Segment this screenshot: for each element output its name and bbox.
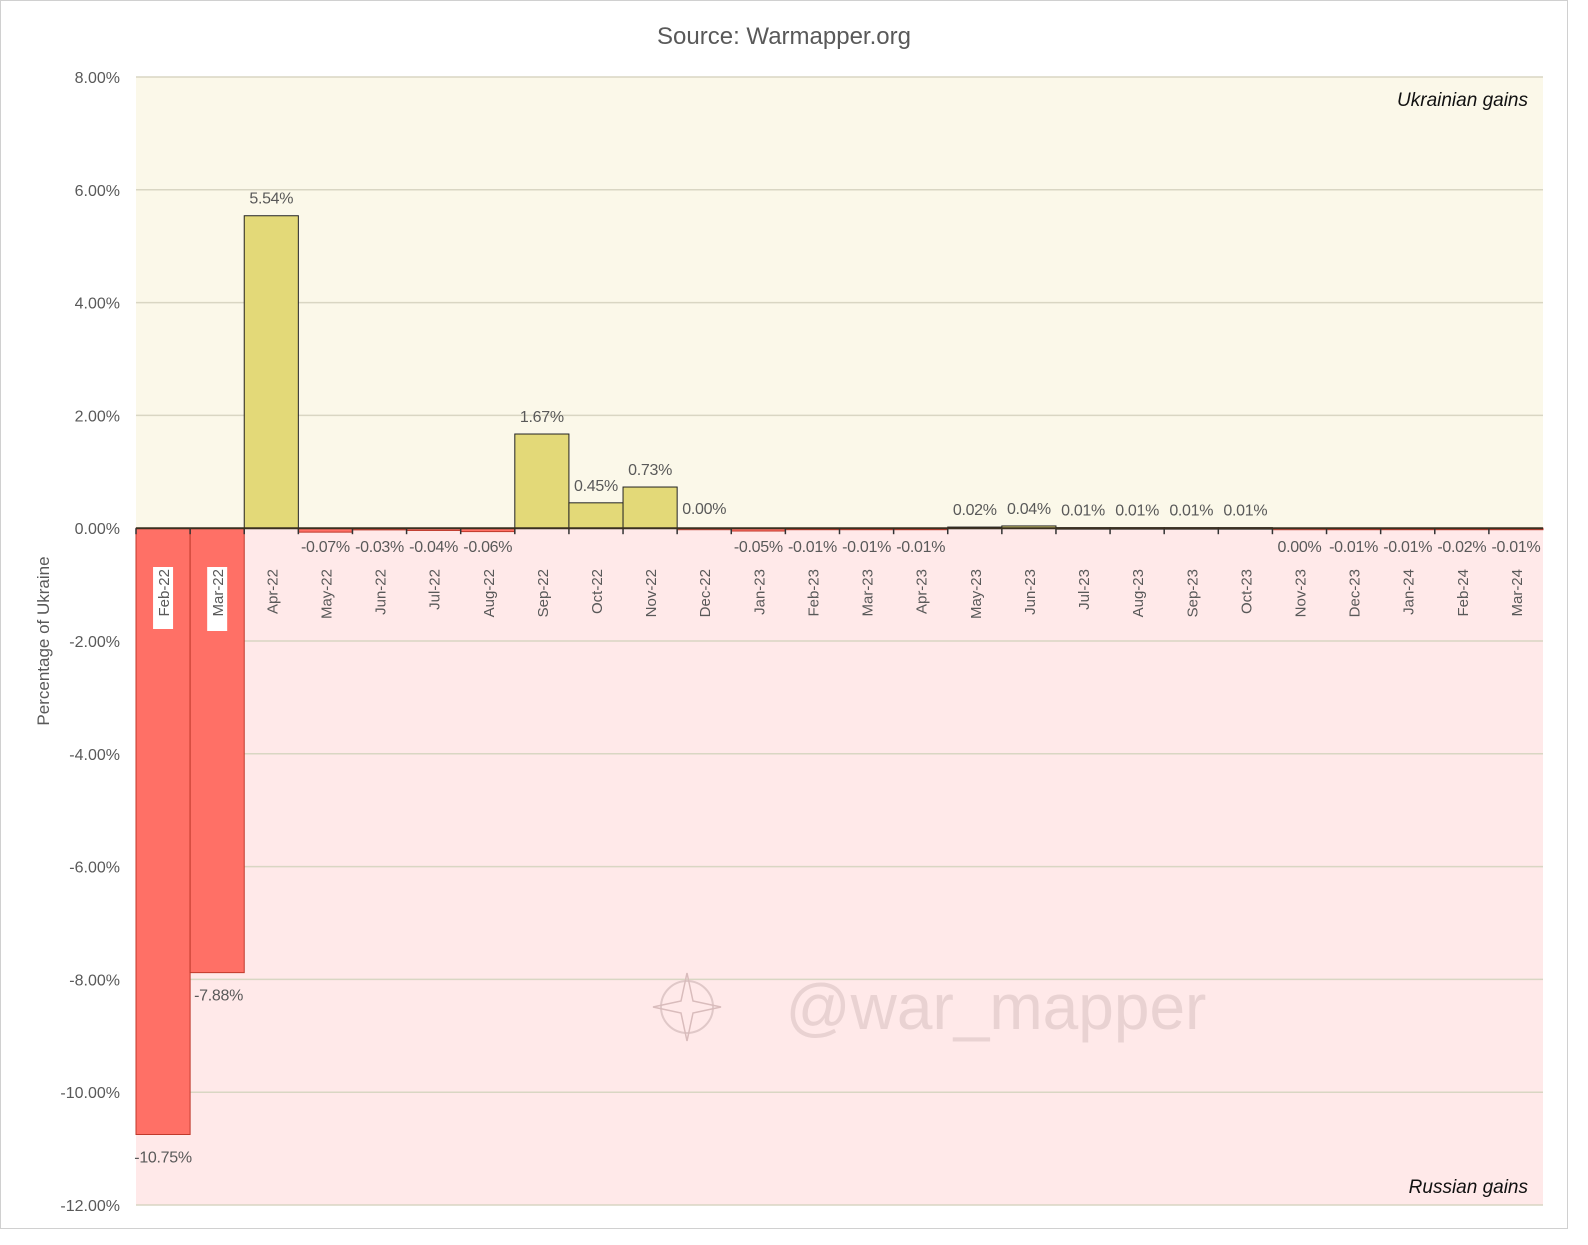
bar-Oct-22 [568,502,624,529]
data-label: -0.02% [1437,539,1486,556]
data-label: -0.01% [788,539,837,556]
x-category-label: Aug-23 [1130,569,1147,617]
data-label: 1.67% [520,409,564,426]
x-category-label: Dec-22 [697,569,714,617]
y-tick-label: -6.00% [69,860,120,877]
x-category-label: Apr-23 [914,569,931,614]
data-label: -0.01% [1491,539,1540,556]
x-category-label: Jul-23 [1076,569,1093,610]
data-label: -0.05% [734,539,783,556]
data-label: 0.02% [953,502,997,519]
y-tick-label: -2.00% [69,634,120,651]
x-category-label: Mar-22 [210,569,227,617]
x-category-label: Feb-22 [156,569,173,617]
y-axis-label: Percentage of Ukraine [34,556,53,725]
data-label: -0.07% [301,539,350,556]
x-category-label: Feb-24 [1455,569,1472,617]
y-tick-label: 2.00% [75,408,120,425]
compass-star-icon [652,972,722,1042]
data-label: 5.54% [249,191,293,208]
x-category-label: Oct-23 [1238,569,1255,614]
x-category-label: Sep-22 [535,569,552,617]
data-label: 0.04% [1007,501,1051,518]
x-category-label: Sep-23 [1184,569,1201,617]
data-label: 0.00% [1278,539,1322,556]
data-label: -0.03% [355,539,404,556]
x-category-label: Jun-23 [1022,569,1039,615]
data-label: 0.01% [1223,503,1267,520]
y-tick-label: 6.00% [75,183,120,200]
x-category-label: Aug-22 [481,569,498,617]
x-category-label: Jun-22 [373,569,390,615]
x-category-label: Jul-22 [427,569,444,610]
bar-Apr-22 [243,215,299,529]
x-category-label: Mar-24 [1509,569,1526,617]
x-category-label: Apr-22 [264,569,281,614]
y-tick-label: 0.00% [75,521,120,538]
x-category-label: Feb-23 [805,569,822,617]
data-label: 0.45% [574,478,618,495]
watermark-text: @war_mapper [786,971,1207,1043]
bar-chart: 8.00% 6.00% 4.00% 2.00% 0.00% -2.00% -4.00% -6.… [34,23,1544,1215]
chart-title: Source: Warmapper.org [657,23,911,50]
bar-Nov-22 [622,486,678,529]
y-tick-label: -12.00% [60,1198,120,1215]
x-category-label: Oct-22 [589,569,606,614]
x-category-label: Jan-24 [1401,569,1418,615]
annotation-ukrainian-gains: Ukrainian gains [1397,90,1528,111]
x-category-label: Mar-23 [860,569,877,617]
y-tick-label: -4.00% [69,747,120,764]
x-category-label: Dec-23 [1347,569,1364,617]
compass-rose-icon [660,980,714,1034]
x-category-label: May-22 [318,569,335,619]
data-label: 0.73% [628,462,672,479]
x-category-label: May-23 [968,569,985,619]
y-tick-label: -8.00% [69,972,120,989]
data-label: -0.06% [463,539,512,556]
x-category-label: Nov-23 [1292,569,1309,617]
chart-frame: 8.00% 6.00% 4.00% 2.00% 0.00% -2.00% -4.00% -6.… [0,0,1568,1229]
data-label: 0.01% [1169,503,1213,520]
data-label: 0.00% [682,501,726,518]
x-category-label: Jan-23 [751,569,768,615]
y-tick-label: 4.00% [75,296,120,313]
data-label: 0.01% [1061,503,1105,520]
data-label: -7.88% [194,988,243,1005]
data-label: -0.01% [1383,539,1432,556]
annotation-russian-gains: Russian gains [1409,1177,1529,1198]
data-label: -10.75% [134,1150,192,1167]
x-category-label: Nov-22 [643,569,660,617]
data-label: -0.04% [409,539,458,556]
bar-Sep-22 [514,433,570,529]
category-label-bg [153,567,174,629]
data-label: 0.01% [1115,503,1159,520]
y-tick-label: -10.00% [60,1085,120,1102]
data-label: -0.01% [896,539,945,556]
y-tick-label: 8.00% [75,70,120,87]
category-label-bg [207,567,228,631]
data-label: -0.01% [842,539,891,556]
data-label: -0.01% [1329,539,1378,556]
